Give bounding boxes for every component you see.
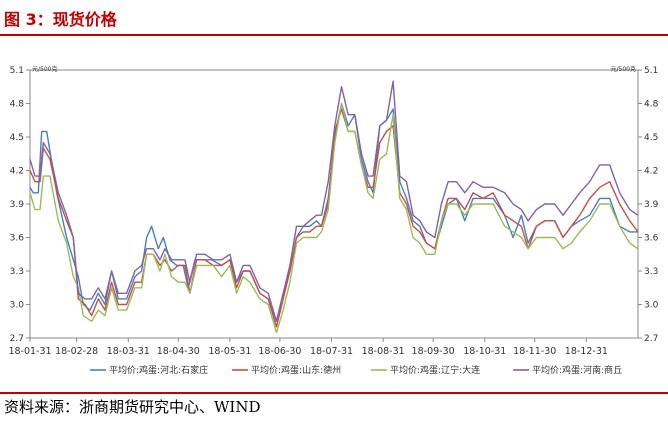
y-tick-label-right: 2.7 [644,334,658,344]
x-tick-label: 18-03-31 [107,346,150,357]
x-tick-label: 18-06-30 [258,346,301,357]
series-line-2 [29,108,639,328]
y-tick-label-right: 4.5 [644,133,658,143]
y-tick-label-right: 3.0 [644,301,659,311]
y-tick-label-right: 3.6 [644,234,659,244]
x-tick-label: 18-04-30 [157,346,200,357]
legend-label-4: 平均价:鸡蛋:河南:商丘 [532,364,622,376]
y-tick-label-right: 3.3 [644,267,658,277]
series-line-1 [29,102,638,322]
y-tick-label-left: 3.9 [10,200,25,210]
legend-label-1: 平均价:鸡蛋:河北:石家庄 [109,364,208,376]
x-tick-label: 18-10-31 [463,346,506,357]
y-tick-label-left: 2.7 [10,334,24,344]
source-rule [0,392,668,394]
y-tick-label-left: 3.6 [10,234,25,244]
x-tick-label: 18-09-30 [412,346,455,357]
y-tick-label-right: 4.2 [644,167,658,177]
figure-title: 图 3：现货价格 [4,10,117,29]
legend-label-3: 平均价:鸡蛋:辽宁:大连 [390,364,480,376]
legend-label-2: 平均价:鸡蛋:山东:德州 [251,364,341,376]
y-tick-label-left: 4.2 [10,167,24,177]
x-tick-label: 18-01-31 [8,346,51,357]
y-tick-label-right: 3.9 [644,200,659,210]
y-unit-right: 元/500克 [611,65,636,73]
source-note: 资料来源：浙商期货研究中心、WIND [4,398,261,416]
y-tick-label-left: 3.3 [10,267,24,277]
price-chart: 2.7 2.7 3.0 3.0 3.3 3.3 3.6 3.6 3.9 3.9 4.2 4.2 4.5 4… [8,65,659,376]
series-line-4 [29,80,639,322]
y-tick-label-left: 4.8 [10,100,25,110]
series-line-3 [29,102,639,334]
x-tick-label: 18-05-31 [208,346,251,357]
y-tick-label-right: 4.8 [644,100,659,110]
x-tick-label: 18-11-30 [513,346,556,357]
y-tick-label-left: 5.1 [10,66,24,76]
y-unit-left: 元/500克 [32,65,57,73]
title-rule [0,34,668,36]
x-tick-label: 18-12-31 [565,346,608,357]
y-tick-label-right: 5.1 [644,66,658,76]
x-tick-label: 18-07-31 [310,346,353,357]
x-tick-label: 18-08-31 [362,346,405,357]
x-tick-label: 18-02-28 [55,346,98,357]
y-tick-label-left: 4.5 [10,133,24,143]
y-tick-label-left: 3.0 [10,301,25,311]
